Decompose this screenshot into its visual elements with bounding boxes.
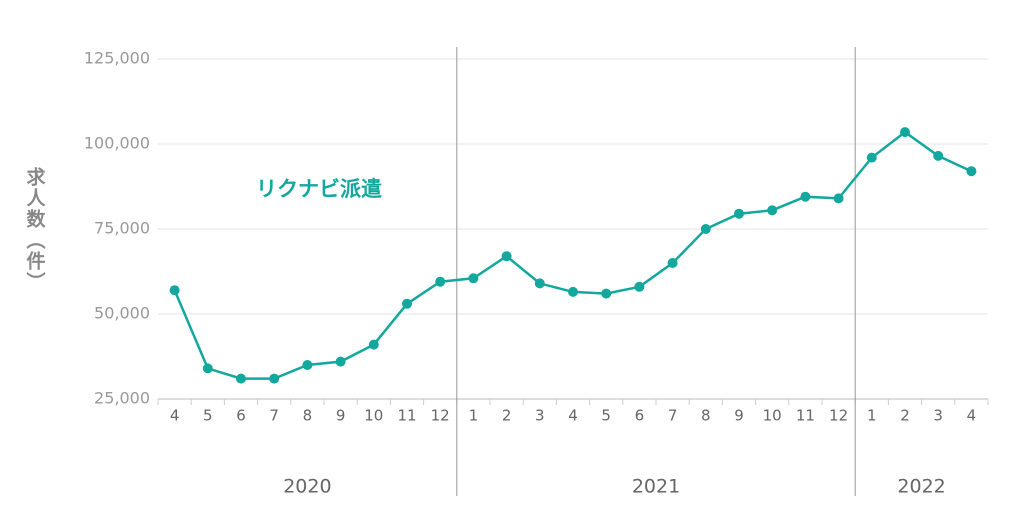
- year-label: 2022: [897, 476, 945, 498]
- x-tick-label: 3: [535, 407, 545, 425]
- y-axis-label: 求人数（件）: [24, 166, 46, 293]
- data-point: [800, 191, 811, 202]
- data-point: [302, 360, 313, 370]
- data-point: [767, 205, 778, 216]
- data-point: [568, 286, 578, 297]
- data-point: [335, 356, 346, 367]
- x-tick-label: 7: [668, 407, 678, 425]
- data-point: [202, 363, 213, 374]
- data-point: [634, 281, 645, 292]
- data-point: [734, 208, 744, 219]
- x-tick-label: 3: [933, 407, 943, 425]
- data-point: [933, 150, 944, 161]
- x-tick-label: 8: [303, 407, 313, 425]
- annotation: リクナビ派遣: [256, 177, 382, 201]
- data-point: [402, 298, 412, 309]
- x-tick-label: 4: [170, 407, 180, 425]
- y-tick-label: 125,000: [84, 49, 150, 68]
- data-point: [866, 152, 877, 163]
- x-tick-label: 7: [269, 407, 279, 425]
- series-line: [173, 130, 972, 380]
- data-point: [236, 373, 246, 384]
- data-point: [269, 373, 280, 384]
- y-tick-label: 50,000: [94, 304, 150, 323]
- x-tick-label: 10: [763, 407, 782, 425]
- data-point: [534, 278, 545, 289]
- x-tick-label: 11: [796, 407, 815, 425]
- x-tick-label: 11: [397, 407, 416, 425]
- x-tick-label: 9: [336, 407, 346, 425]
- data-point: [667, 258, 678, 268]
- y-tick-label: 100,000: [84, 134, 150, 153]
- x-tick-label: 1: [469, 407, 479, 425]
- data-point: [368, 339, 379, 350]
- x-tick-label: 1: [867, 407, 877, 425]
- year-label: 2021: [632, 476, 680, 498]
- data-point: [833, 193, 844, 204]
- x-tick-label: 8: [701, 407, 711, 425]
- x-tick-label: 4: [967, 407, 977, 425]
- x-tick-label: 6: [236, 407, 246, 425]
- year-label: 2020: [283, 476, 331, 498]
- data-point: [501, 251, 512, 262]
- x-tick-label: 6: [635, 407, 645, 425]
- x-tick-label: 12: [829, 407, 848, 425]
- data-point: [601, 288, 612, 299]
- y-tick-label: 25,000: [94, 389, 150, 408]
- x-tick-label: 2: [900, 407, 910, 425]
- x-tick-label: 2: [502, 407, 512, 425]
- y-tick-label: 75,000: [94, 219, 150, 238]
- data-point: [700, 224, 711, 234]
- x-tick-label: 5: [203, 407, 213, 425]
- x-tick-label: 12: [431, 407, 450, 425]
- x-tick-label: 5: [601, 407, 611, 425]
- data-point: [966, 166, 977, 177]
- x-tick-label: 10: [364, 407, 383, 425]
- data-point: [435, 276, 446, 287]
- x-tick-label: 4: [568, 407, 578, 425]
- data-point: [468, 273, 479, 284]
- data-point: [169, 285, 180, 296]
- x-tick-label: 9: [734, 407, 744, 425]
- data-point: [900, 127, 910, 138]
